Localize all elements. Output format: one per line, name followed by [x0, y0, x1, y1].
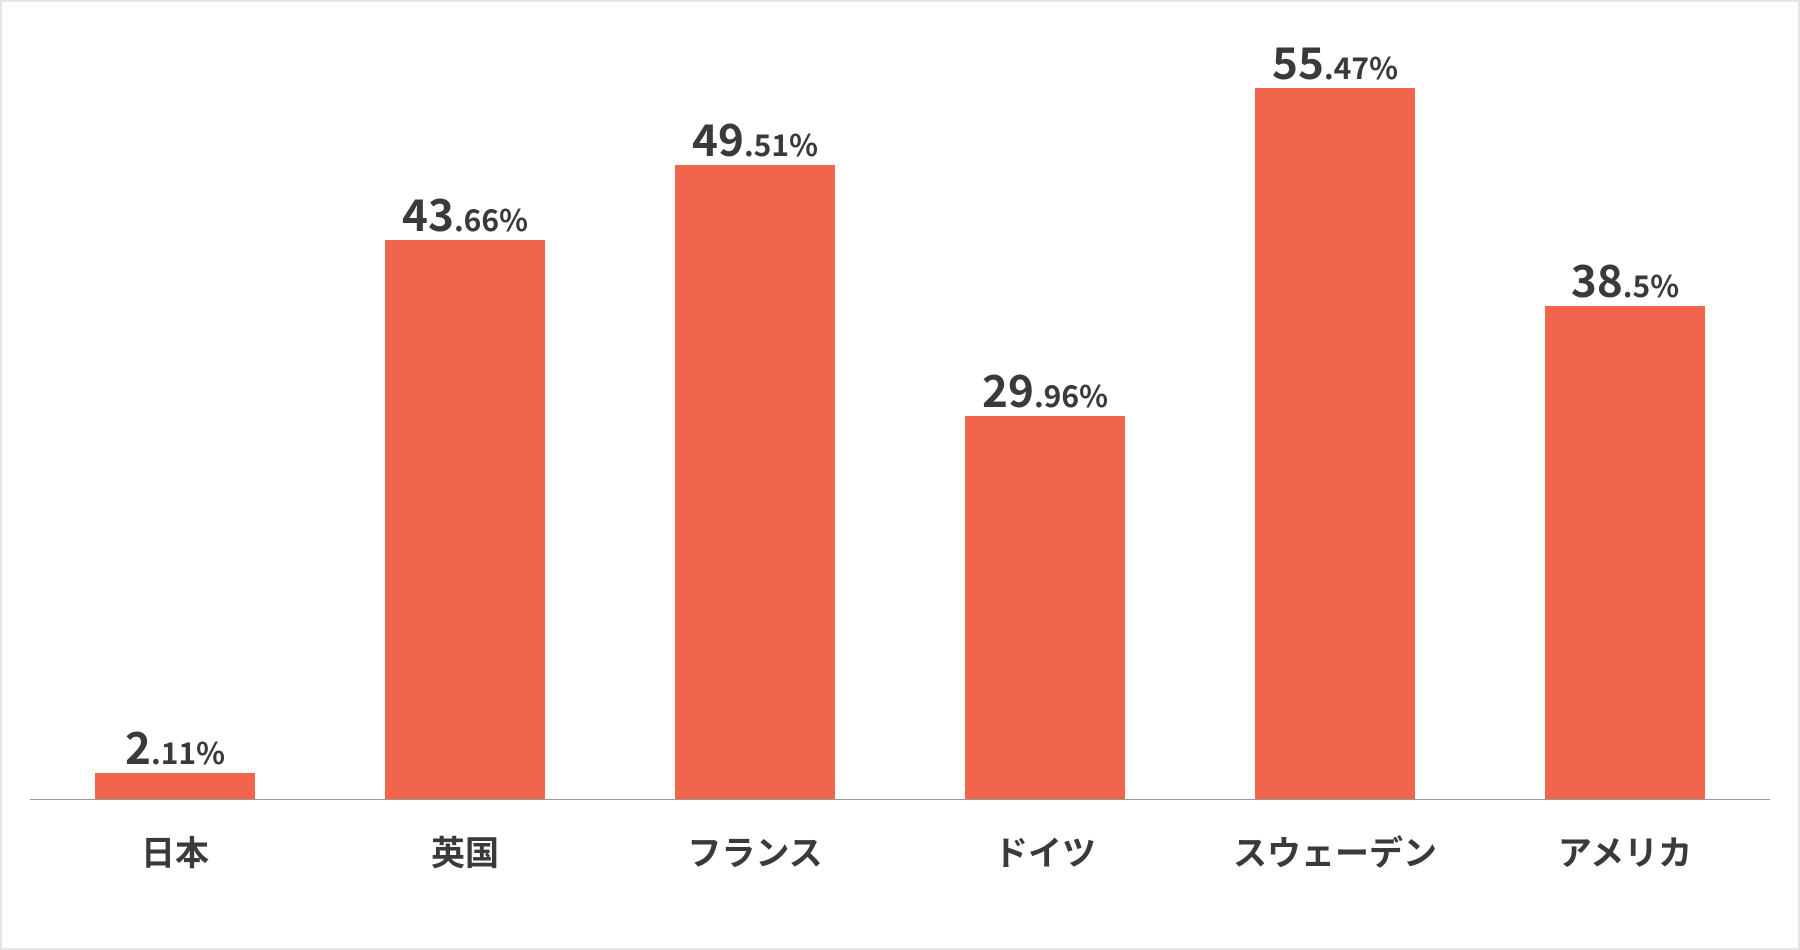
- plot-area: 2.11% 43.66% 49.51% 29.96% 55.47% 38.5%: [30, 30, 1770, 800]
- bar-value-label: 43.66%: [402, 190, 528, 240]
- bar-slot: 43.66%: [320, 30, 610, 800]
- bar-slot: 49.51%: [610, 30, 900, 800]
- bar: 43.66%: [385, 240, 545, 800]
- bar: 38.5%: [1545, 306, 1705, 800]
- bar-value-label: 38.5%: [1571, 256, 1679, 306]
- bar: 55.47%: [1255, 88, 1415, 800]
- bar-value-dec: .47%: [1324, 44, 1398, 88]
- bar-slot: 38.5%: [1480, 30, 1770, 800]
- bar-slot: 29.96%: [900, 30, 1190, 800]
- bar-value-dec: .11%: [151, 729, 225, 773]
- bar-value-int: 29: [982, 356, 1034, 420]
- x-axis-labels: 日本英国フランスドイツスウェーデンアメリカ: [30, 826, 1770, 875]
- bar-value-label: 2.11%: [125, 723, 225, 773]
- bar-value-int: 49: [692, 105, 744, 169]
- x-axis-label: フランス: [610, 826, 900, 875]
- bar-value-dec: .66%: [454, 196, 528, 240]
- bar-value-int: 43: [402, 180, 454, 244]
- bar-value-int: 55: [1272, 28, 1324, 92]
- bar-value-label: 49.51%: [692, 115, 818, 165]
- chart-frame: 2.11% 43.66% 49.51% 29.96% 55.47% 38.5% 日本英国フ…: [0, 0, 1800, 950]
- bar-value-dec: .96%: [1034, 372, 1108, 416]
- x-axis-line: [30, 799, 1770, 800]
- x-axis-label: ドイツ: [900, 826, 1190, 875]
- x-axis-label: 日本: [30, 826, 320, 875]
- x-axis-label: スウェーデン: [1190, 826, 1480, 875]
- bar-value-label: 29.96%: [982, 366, 1108, 416]
- bar-value-dec: .5%: [1623, 262, 1679, 306]
- bar-value-int: 38: [1571, 246, 1623, 310]
- bar-value-label: 55.47%: [1272, 38, 1398, 88]
- bar-value-int: 2: [125, 713, 151, 777]
- bar: 29.96%: [965, 416, 1125, 800]
- bar: 49.51%: [675, 165, 835, 800]
- bar-slot: 55.47%: [1190, 30, 1480, 800]
- bar-slot: 2.11%: [30, 30, 320, 800]
- x-axis-label: 英国: [320, 826, 610, 875]
- x-axis-label: アメリカ: [1480, 826, 1770, 875]
- bar: 2.11%: [95, 773, 255, 800]
- bars-container: 2.11% 43.66% 49.51% 29.96% 55.47% 38.5%: [30, 30, 1770, 800]
- bar-value-dec: .51%: [744, 121, 818, 165]
